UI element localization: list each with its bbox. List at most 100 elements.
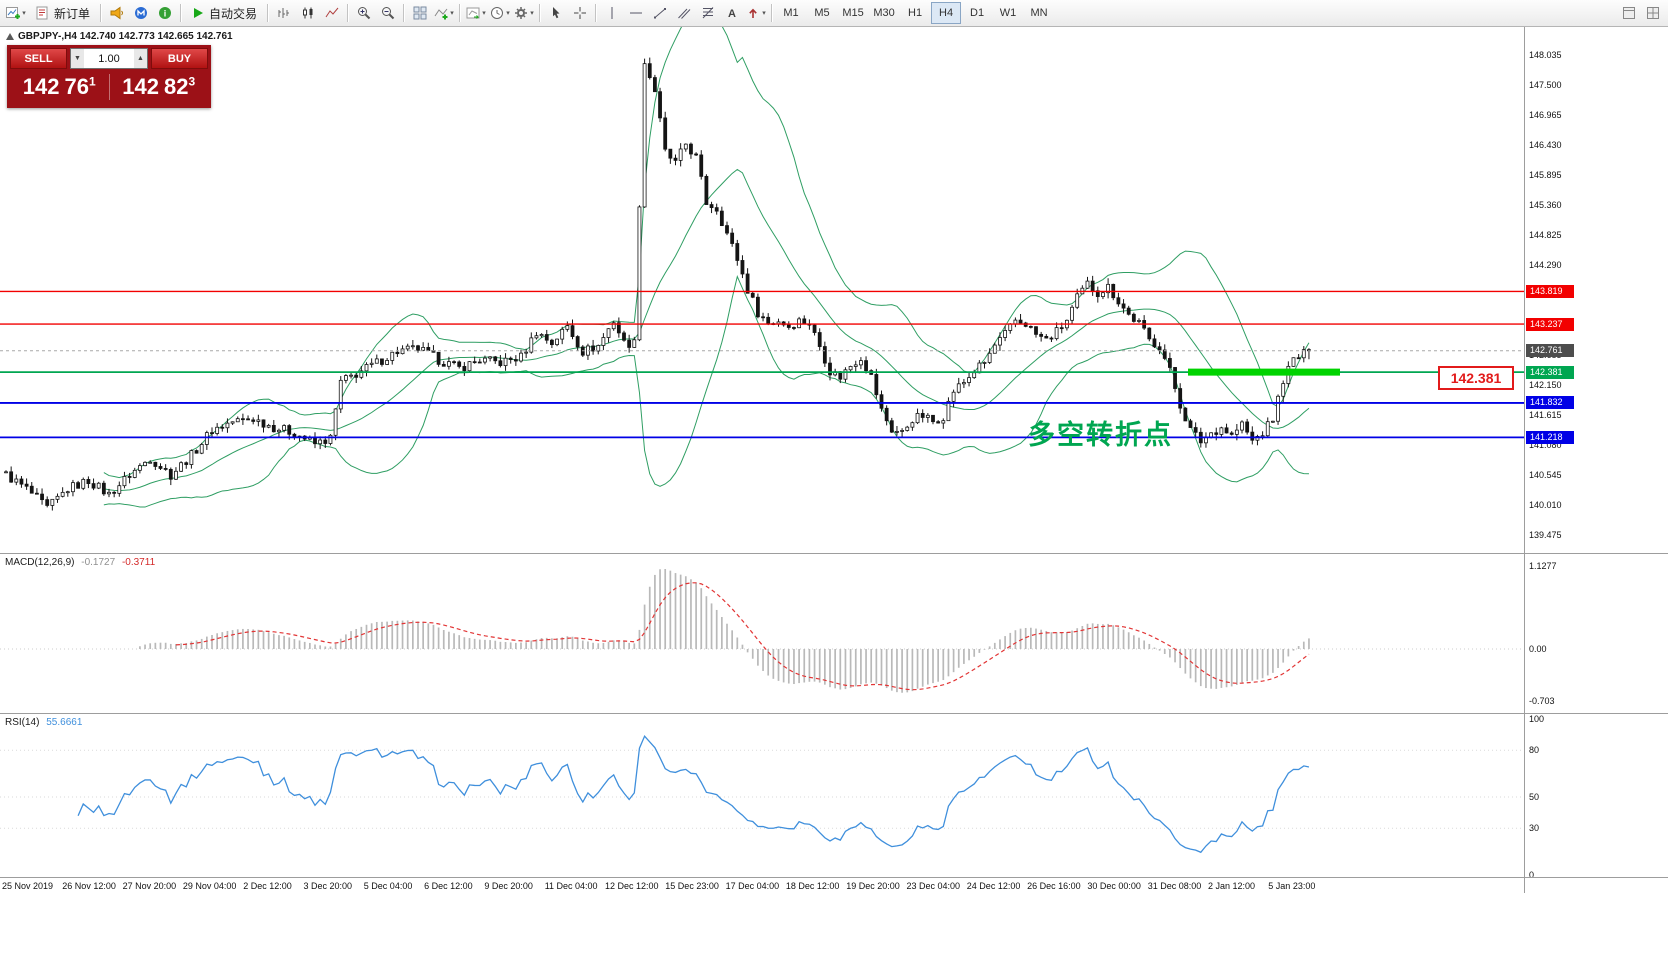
macd-scale-label: 1.1277 (1529, 560, 1557, 571)
timeframe-d1-button[interactable]: D1 (970, 7, 985, 19)
sell-button[interactable]: SELL (10, 48, 67, 69)
zoom-in-button[interactable] (352, 2, 375, 24)
time-scale-label: 12 Dec 12:00 (605, 881, 659, 891)
symbol-ohlc-text: GBPJPY-,H4 142.740 142.773 142.665 142.7… (18, 31, 233, 42)
macd-main-value: -0.1727 (81, 557, 116, 568)
volume-value[interactable]: 1.00 (98, 52, 120, 65)
community-button[interactable] (129, 2, 152, 24)
volume-stepper[interactable]: ▼ 1.00 ▲ (70, 48, 148, 69)
period-button[interactable] (488, 2, 511, 24)
arrows-tool-button[interactable] (744, 2, 767, 24)
time-scale-label: 26 Nov 12:00 (62, 881, 116, 891)
price-badge-141.832: 141.832 (1526, 396, 1574, 410)
time-scale-label: 18 Dec 12:00 (785, 881, 840, 891)
price-level-tag[interactable]: 142.381 (1438, 366, 1514, 390)
price-badge-143.237: 143.237 (1526, 317, 1574, 331)
fibonacci-icon (700, 5, 716, 21)
timeframe-m1-button[interactable]: M1 (783, 7, 799, 19)
price-scale-label: 144.825 (1529, 229, 1562, 240)
macd-scale-label: -0.703 (1529, 696, 1555, 707)
buy-button[interactable]: BUY (151, 48, 208, 69)
indicators-button[interactable] (432, 2, 455, 24)
mql-globe-icon (133, 5, 149, 21)
timeframe-m30-button[interactable]: M30 (873, 7, 895, 19)
zoom-out-icon (380, 5, 396, 21)
macd-label: MACD(12,26,9) -0.1727 -0.3711 (5, 557, 155, 568)
zoom-out-button[interactable] (376, 2, 399, 24)
price-badge-142.381: 142.381 (1526, 365, 1574, 379)
line-chart-mode-button[interactable] (320, 2, 343, 24)
buy-price-button[interactable]: 142 823 (110, 74, 209, 100)
line-chart-icon (324, 5, 340, 21)
macd-histogram (139, 569, 1310, 693)
timeframe-mn-button[interactable]: MN (1030, 7, 1048, 19)
rsi-scale-label: 30 (1529, 823, 1540, 834)
timeframe-m15-button[interactable]: M15 (842, 7, 864, 19)
vertical-line-tool-button[interactable] (600, 2, 623, 24)
rsi-name: RSI(14) (5, 717, 40, 728)
volume-increase-button[interactable]: ▲ (134, 49, 147, 68)
tile-windows-button[interactable] (408, 2, 431, 24)
time-scale-label: 31 Dec 08:00 (1147, 881, 1202, 891)
new-order-button[interactable]: 新订单 (28, 2, 96, 24)
sell-price-pips: 76 (64, 74, 89, 99)
timeframe-h1-button[interactable]: H1 (908, 7, 923, 19)
toolbar-extra-button-1[interactable] (1617, 2, 1640, 24)
time-scale-label: 15 Dec 23:00 (665, 881, 719, 891)
pane-separator[interactable] (0, 553, 1668, 554)
time-scale-label: 19 Dec 20:00 (846, 881, 900, 891)
chart-annotation-text[interactable]: 多空转折点 (1028, 420, 1173, 450)
layout-window-icon (1645, 5, 1661, 21)
timeframe-h4-button[interactable]: H4 (931, 2, 962, 24)
timeframe-m5-button[interactable]: M5 (814, 7, 830, 19)
sell-price-big: 142 (22, 74, 60, 99)
docked-window-icon (1621, 5, 1637, 21)
price-scale-label: 146.430 (1529, 139, 1562, 150)
time-scale-label: 29 Nov 04:00 (182, 881, 237, 891)
volume-decrease-button[interactable]: ▼ (71, 49, 84, 68)
trendline-tool-button[interactable] (648, 2, 671, 24)
trend-highlight-bar[interactable] (1188, 368, 1340, 376)
price-axis[interactable]: 148.035 147.500 146.965 146.430 145.895 145.3… (1525, 0, 1668, 953)
bar-chart-mode-button[interactable] (272, 2, 295, 24)
sell-price-button[interactable]: 142 761 (10, 74, 109, 100)
sell-price-sup: 1 (89, 74, 96, 89)
candlestick-mode-button[interactable] (296, 2, 319, 24)
cursor-icon (548, 5, 564, 21)
profiles-button[interactable] (464, 2, 487, 24)
symbol-ohlc-line: GBPJPY-,H4 142.740 142.773 142.665 142.7… (6, 31, 233, 42)
macd-indicator-canvas[interactable] (0, 554, 1524, 712)
macd-name: MACD(12,26,9) (5, 557, 75, 568)
channel-tool-button[interactable] (672, 2, 695, 24)
channel-icon (676, 5, 692, 21)
toolbar-separator (539, 4, 541, 22)
pane-separator[interactable] (0, 713, 1668, 714)
rsi-indicator-canvas[interactable] (0, 714, 1524, 877)
new-chart-icon (5, 5, 21, 21)
text-tool-button[interactable]: A (720, 2, 743, 24)
one-click-trading-widget[interactable]: SELL ▼ 1.00 ▲ BUY 142 761 142 823 (7, 45, 211, 108)
timeframe-w1-button[interactable]: W1 (999, 7, 1017, 19)
time-scale-label: 25 Nov 2019 (2, 881, 54, 891)
price-scale-label: 139.475 (1529, 530, 1562, 541)
autotrading-label: 自动交易 (209, 6, 258, 21)
macd-signal-value: -0.3711 (121, 557, 156, 568)
autotrading-button[interactable]: 自动交易 (185, 2, 263, 24)
new-order-label: 新订单 (54, 6, 91, 21)
time-axis-separator (0, 877, 1668, 878)
price-level-lines[interactable] (0, 290, 1524, 439)
fibonacci-tool-button[interactable] (696, 2, 719, 24)
info-icon: i (157, 5, 173, 21)
bar-chart-icon (276, 5, 292, 21)
info-button[interactable]: i (153, 2, 176, 24)
crosshair-tool-button[interactable] (568, 2, 591, 24)
horizontal-line-tool-button[interactable] (624, 2, 647, 24)
cursor-tool-button[interactable] (544, 2, 567, 24)
time-axis[interactable]: 25 Nov 2019 26 Nov 12:00 27 Nov 20:00 29 No… (0, 879, 1524, 895)
templates-button[interactable] (512, 2, 535, 24)
new-chart-button[interactable] (4, 2, 27, 24)
toolbar-extra-button-2[interactable] (1641, 2, 1664, 24)
alerts-button[interactable] (105, 2, 128, 24)
price-chart-canvas[interactable] (0, 27, 1524, 553)
chart-shift-marker-icon[interactable] (6, 33, 14, 40)
